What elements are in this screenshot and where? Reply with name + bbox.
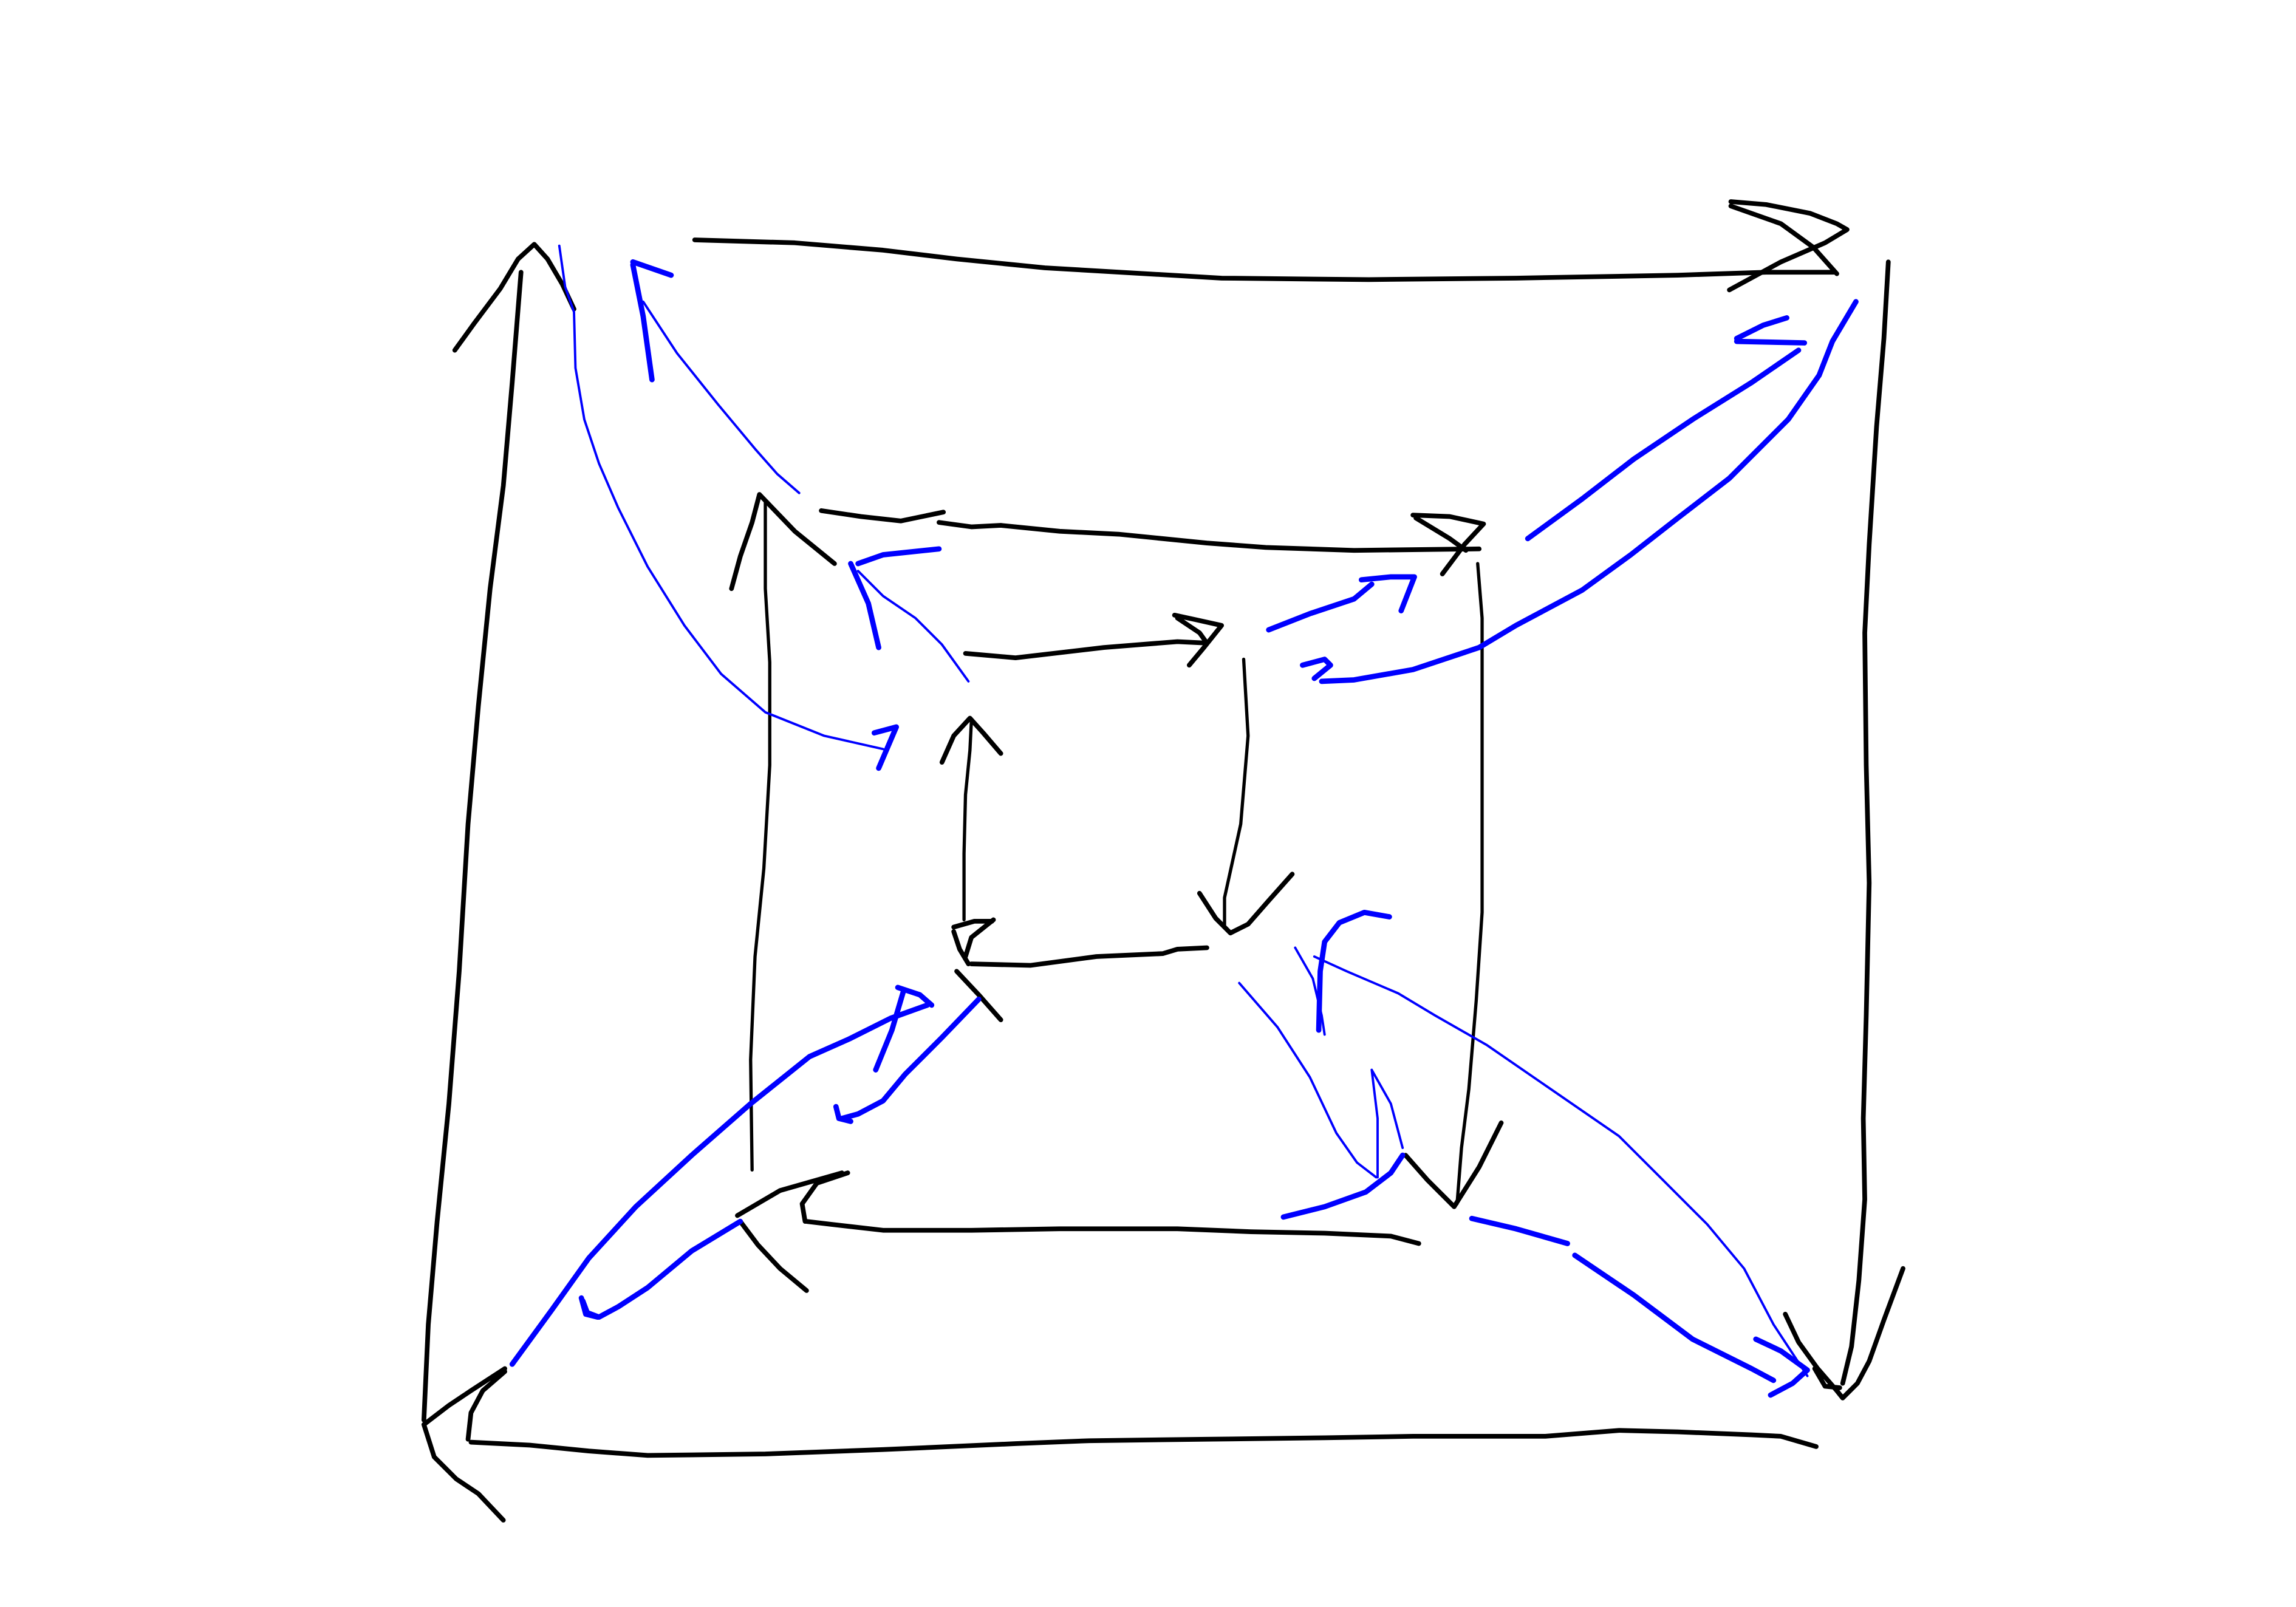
outer-square-bottom-edge [468, 1428, 1819, 1458]
outer-square-top-edge [692, 237, 1837, 282]
bottom-left-inner-to-middle-arrowhead [833, 1104, 853, 1124]
inner-square [939, 612, 1295, 1023]
inner-square-left-edge [962, 719, 973, 922]
bottom-right-inner-to-middle-line [1238, 981, 1378, 1179]
top-left-inner-to-middle-arrowhead [848, 546, 942, 650]
top-left-connectors [558, 244, 970, 771]
bottom-right-middle-to-outer-arrowhead [1753, 1336, 1810, 1398]
inner-square-left-arrowhead [939, 715, 1003, 765]
top-right-inner-to-middle-arrowhead [1358, 574, 1417, 613]
inner-square-right-edge [1223, 657, 1250, 929]
middle-square-bottom-arrowhead [735, 1170, 850, 1293]
middle-square-bottom-edge [804, 1219, 1421, 1246]
outer-square-bottom-arrowhead [421, 1366, 507, 1523]
inner-square-bottom-edge [969, 945, 1209, 968]
inner-square-top-arrowhead [1172, 612, 1225, 668]
middle-square-left-edge [749, 499, 771, 1172]
outer-square-left-edge [421, 270, 524, 1423]
outer-square [421, 199, 1905, 1523]
outer-square-top-arrowhead [1727, 199, 1850, 293]
top-right-middle-to-outer-line [1525, 347, 1802, 542]
bottom-right-inner-to-middle-arrowhead [1370, 1068, 1404, 1179]
bottom-right-middle-to-outer-line [1469, 1215, 1777, 1384]
bottom-left-connectors [509, 984, 982, 1367]
bottom-left-middle-to-outer-arrowhead [578, 1295, 601, 1320]
top-left-outer-to-inner-arrowhead [871, 724, 900, 771]
bottom-right-outer-to-inner-arrowhead [1316, 909, 1392, 1033]
bottom-right-middle-to-inner-stroke [1280, 1152, 1406, 1220]
top-left-inner-to-middle-line [856, 570, 970, 683]
bottom-left-inner-to-middle-line [839, 996, 982, 1121]
inner-square-top-edge [963, 639, 1209, 660]
middle-square-right-edge [1455, 562, 1484, 1206]
inner-square-right-arrowhead [1197, 872, 1295, 936]
bottom-right-connectors [1238, 909, 1810, 1398]
outer-square-right-edge [1840, 259, 1891, 1386]
top-left-outer-to-inner-line [558, 244, 884, 751]
top-right-outer-to-inner-arrowhead [1300, 657, 1333, 681]
middle-square [729, 492, 1504, 1293]
top-right-middle-to-outer-arrowhead [1734, 315, 1808, 346]
outer-square-right-arrowhead [1783, 1266, 1905, 1401]
middle-square-top-arrowhead [1410, 513, 1486, 576]
middle-square-left-arrowhead [729, 492, 837, 592]
bottom-left-outer-to-inner-arrowhead [873, 984, 935, 1073]
bottom-left-outer-to-inner-line [509, 1002, 930, 1367]
middle-square-right-arrowhead [1403, 1120, 1504, 1209]
outer-square-left-arrowhead [452, 242, 576, 353]
top-right-connectors [1266, 299, 1859, 684]
top-left-middle-to-outer-arrowhead [630, 259, 674, 383]
bottom-right-outer-to-inner-line [1313, 955, 1809, 1377]
top-right-inner-to-middle-line [1266, 581, 1375, 633]
middle-square-top-edge [819, 508, 1482, 553]
top-left-middle-to-outer-line [641, 300, 801, 494]
top-right-outer-to-inner-line [1319, 299, 1859, 684]
inner-square-bottom-arrowhead [951, 917, 1003, 1023]
